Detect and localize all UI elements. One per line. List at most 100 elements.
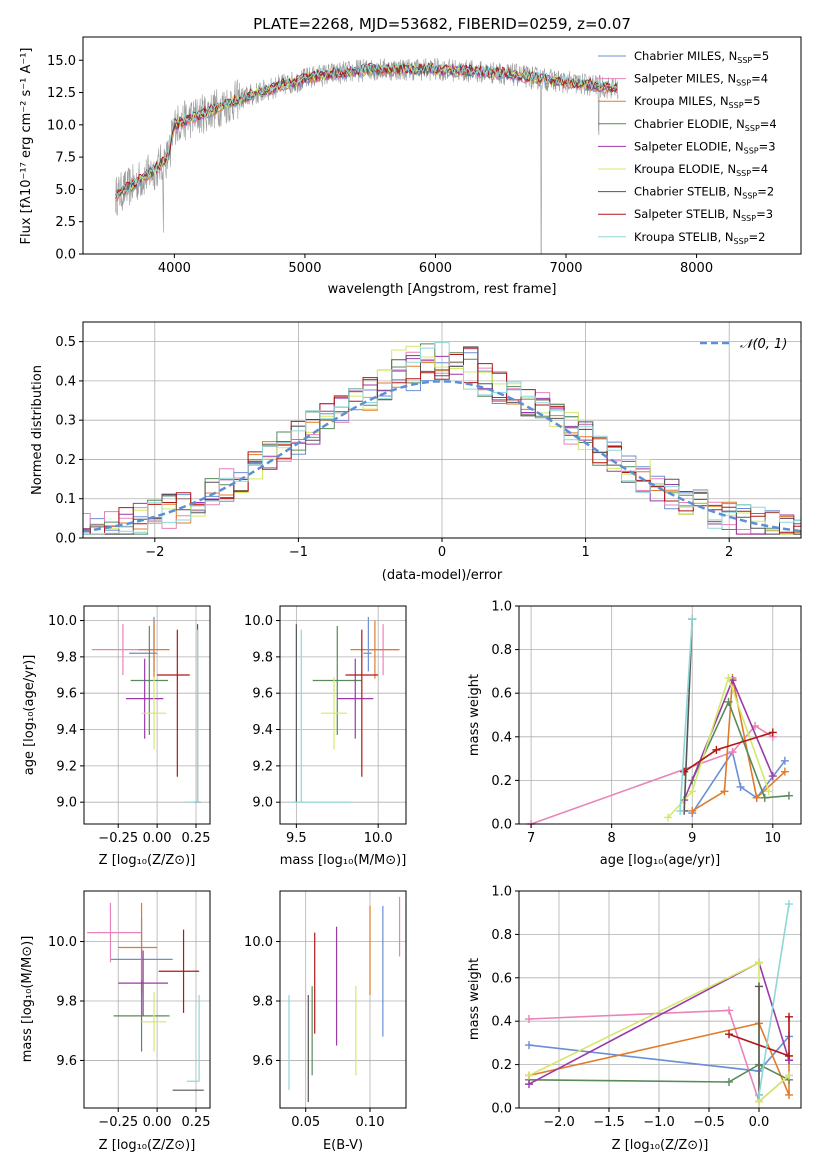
- legend-label: Salpeter MILES, NSSP=4: [634, 72, 768, 88]
- y-tick-label: 10.0: [48, 614, 77, 629]
- y-tick-label: 0.5: [55, 335, 76, 350]
- ebv-mass-xlabel: E(B-V): [323, 1138, 363, 1153]
- z-age-ylabel: age [log₁₀(age/yr)]: [22, 655, 37, 776]
- weight-marker: [736, 782, 745, 791]
- weight-marker: [780, 767, 789, 776]
- residuals-ylabel: Normed distribution: [30, 365, 45, 495]
- residual-histogram: [83, 354, 801, 535]
- y-tick-label: 10.0: [244, 614, 273, 629]
- spectrum-plot-frame: [82, 36, 802, 255]
- legend-text: Chabrier STELIB, N: [634, 185, 742, 199]
- y-tick-label: 10.0: [47, 118, 76, 133]
- weight-marker: [676, 806, 685, 815]
- x-tick-label: −0.5: [693, 1115, 725, 1130]
- x-tick-label: 0.10: [356, 1115, 385, 1130]
- x-tick-label: −1.0: [643, 1115, 675, 1130]
- weight-marker: [764, 787, 773, 796]
- weight-line: [691, 699, 789, 799]
- legend-text: =4: [751, 162, 768, 176]
- legend-sub: SSP: [744, 146, 759, 155]
- normal-curve: [82, 380, 802, 533]
- x-tick-label: 2: [725, 545, 733, 560]
- y-tick-label: 9.6: [252, 1054, 273, 1069]
- legend-text: Salpeter ELODIE, N: [634, 139, 744, 153]
- legend-sub: SSP: [741, 214, 756, 223]
- weight-marker: [760, 793, 769, 802]
- legend-text: =5: [744, 94, 761, 108]
- weight-line: [530, 724, 774, 825]
- x-tick-label: 6000: [419, 261, 452, 276]
- legend-label: Chabrier MILES, NSSP=5: [634, 49, 769, 65]
- y-tick-label: 9.2: [56, 759, 77, 774]
- weight-marker: [680, 767, 689, 776]
- weight-marker: [688, 806, 697, 815]
- age-weight-xlabel: age [log₁₀(age/yr)]: [600, 853, 721, 868]
- z-mass-panel: −0.25 0.00 0.259.69.810.0 Z [log₁₀(Z/Z⊙)] …: [20, 890, 211, 1153]
- weight-marker: [768, 728, 777, 737]
- legend-sub: SSP: [742, 192, 757, 201]
- x-tick-label: 8: [608, 831, 616, 846]
- legend-text: =5: [752, 49, 769, 63]
- y-tick-label: 9.0: [252, 796, 273, 811]
- z-weight-ylabel: mass weight: [467, 958, 482, 1040]
- x-tick-label: 10.0: [364, 831, 393, 846]
- spectrum-model-line: [115, 62, 618, 199]
- legend-label: Kroupa STELIB, NSSP=2: [634, 230, 765, 246]
- y-tick-label: 9.0: [56, 796, 77, 811]
- y-tick-label: 0.4: [55, 374, 76, 389]
- ebv-mass-panel: 0.05 0.10 9.6 9.8 10.0 E(B-V): [244, 890, 407, 1153]
- weight-marker: [755, 982, 763, 991]
- y-tick-label: 9.8: [56, 650, 77, 665]
- residual-histogram: [83, 347, 801, 535]
- weight-marker: [755, 958, 763, 967]
- y-tick-label: 9.8: [252, 994, 273, 1009]
- legend-text: Kroupa ELODIE, N: [634, 162, 736, 176]
- spectrum-legend: Chabrier MILES, NSSP=5 Salpeter MILES, NS…: [598, 49, 777, 246]
- spectrum-model-line: [115, 61, 618, 197]
- y-tick-label: 9.6: [252, 687, 273, 702]
- residual-histogram: [83, 352, 801, 535]
- weight-line: [679, 619, 693, 811]
- y-tick-label: 0.0: [491, 818, 512, 833]
- figure-title: PLATE=2268, MJD=53682, FIBERID=0259, z=0…: [253, 15, 631, 33]
- y-tick-label: 0.4: [491, 730, 512, 745]
- x-tick-label: −1.5: [593, 1115, 625, 1130]
- y-tick-label: 0.0: [491, 1102, 512, 1117]
- weight-marker: [785, 1071, 793, 1080]
- z-age-xlabel: Z [log₁₀(Z/Z⊙)]: [99, 853, 196, 868]
- weight-marker: [525, 1080, 533, 1089]
- weight-marker: [525, 1071, 533, 1080]
- weight-marker: [784, 791, 793, 800]
- y-tick-label: 9.8: [56, 994, 77, 1009]
- residuals-panel: −2 −1 0 1 2 0.0 0.1 0.2 0.3 0.4 0.5 (data-model)/e…: [30, 321, 802, 583]
- legend-text: =4: [760, 117, 777, 131]
- x-tick-label: 0.05: [291, 1115, 320, 1130]
- y-tick-label: 9.4: [252, 723, 273, 738]
- y-tick-label: 0.2: [55, 453, 76, 468]
- legend-label: Chabrier STELIB, NSSP=2: [634, 185, 774, 201]
- y-tick-label: 5.0: [55, 183, 76, 198]
- x-tick-label: 1: [581, 545, 589, 560]
- mass-age-xlabel: mass [log₁₀(M/M⊙)]: [280, 853, 407, 868]
- legend-text: =2: [749, 230, 766, 244]
- y-tick-label: 2.5: [55, 215, 76, 230]
- weight-marker: [768, 772, 777, 781]
- legend-label: Kroupa MILES, NSSP=5: [634, 94, 760, 110]
- weight-marker: [525, 1041, 533, 1050]
- x-tick-label: 9: [688, 831, 696, 846]
- x-tick-label: 0.00: [143, 1115, 172, 1130]
- weight-marker: [752, 793, 761, 802]
- y-tick-label: 9.4: [56, 723, 77, 738]
- x-tick-label: −1: [289, 545, 308, 560]
- y-tick-label: 0.8: [491, 643, 512, 658]
- weight-marker: [785, 1051, 793, 1060]
- weight-marker: [725, 1006, 733, 1015]
- y-tick-label: 9.6: [56, 687, 77, 702]
- y-tick-label: 15.0: [47, 54, 76, 69]
- legend-sub: SSP: [736, 169, 751, 178]
- z-weight-panel: −2.0 −1.5 −1.0 −0.5 0.0 0.0 0.2 0.4 0.6 0.8 1.0 Z …: [467, 885, 802, 1153]
- weight-marker: [720, 787, 729, 796]
- legend-text: Salpeter STELIB, N: [634, 207, 741, 221]
- x-tick-label: 10: [765, 831, 782, 846]
